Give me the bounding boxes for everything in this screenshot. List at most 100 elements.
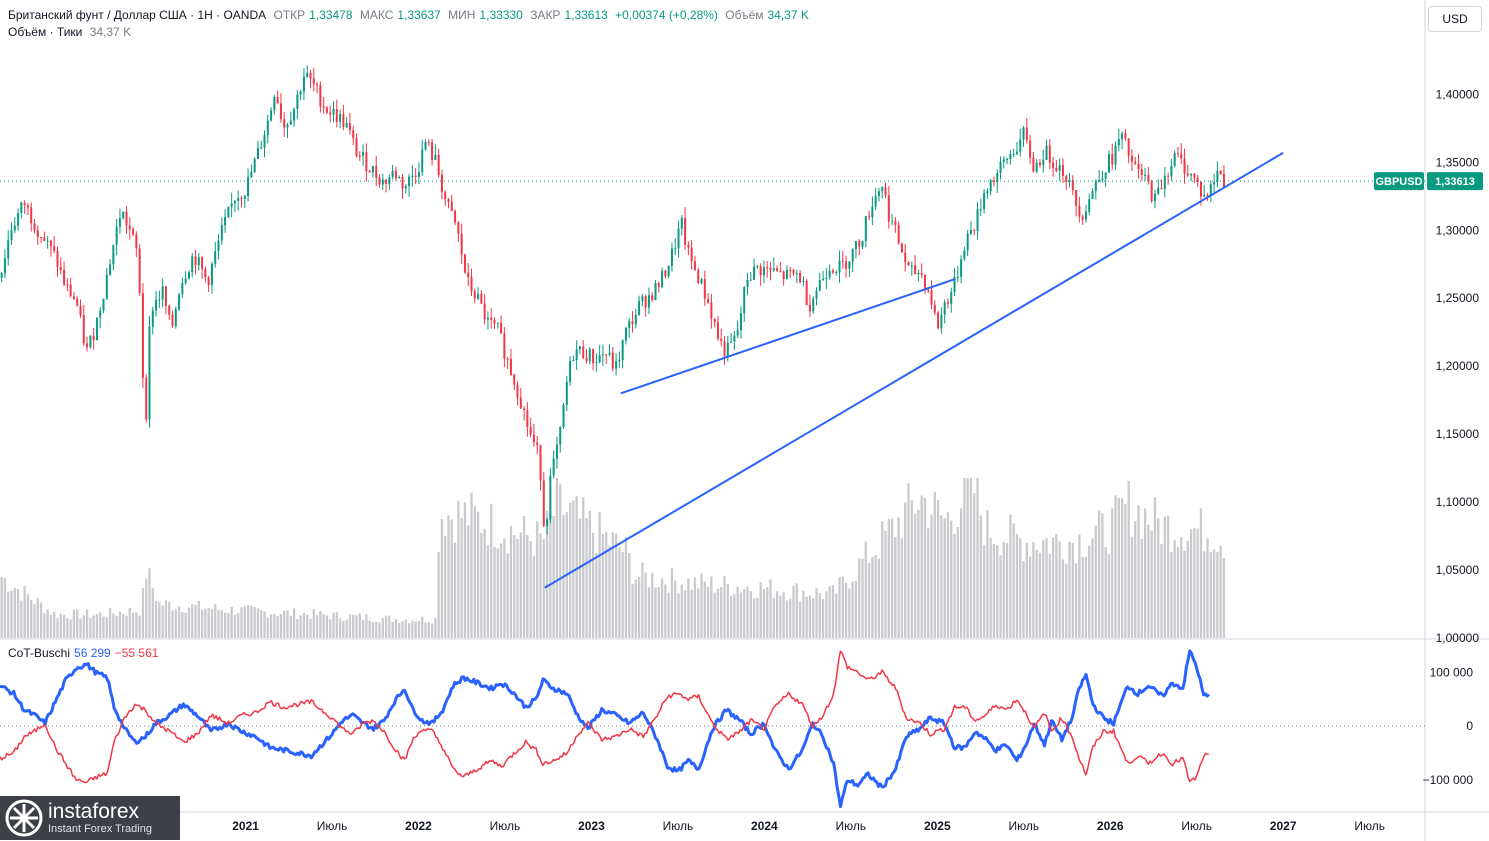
time-tick-label: 2026 <box>1097 819 1124 833</box>
candle-body <box>710 302 713 319</box>
candle-body <box>1075 190 1078 206</box>
volume-bar <box>651 572 654 638</box>
candle-body <box>1167 175 1170 177</box>
volume-bar <box>1111 508 1114 638</box>
volume-bar <box>733 594 736 638</box>
volume-bar <box>148 568 151 638</box>
volume-bar <box>131 612 135 638</box>
volume-bar <box>1032 542 1035 638</box>
volume-bar <box>230 606 233 638</box>
candle-body <box>256 147 259 159</box>
volume-bar <box>1051 537 1055 638</box>
volume-bar <box>1160 543 1163 638</box>
volume-bar <box>815 587 818 638</box>
volume-bar <box>256 608 260 638</box>
volume-bar <box>92 615 95 638</box>
candle-body <box>207 277 210 286</box>
volume-bar <box>1107 554 1111 638</box>
candle-body <box>992 180 995 183</box>
candle-body <box>444 192 447 200</box>
volume-bar <box>743 589 746 638</box>
volume-bar <box>1094 525 1097 638</box>
volume-bar <box>250 605 253 638</box>
candle-body <box>759 266 762 276</box>
volume-bar <box>923 497 927 638</box>
volume-bar <box>723 575 726 638</box>
candle-body <box>335 109 338 122</box>
volume-bar <box>545 510 549 638</box>
candle-body <box>923 274 926 290</box>
volume-bar <box>746 586 749 638</box>
candle-body <box>782 271 785 280</box>
candle-body <box>700 279 703 284</box>
candle-body <box>1045 145 1048 160</box>
candle-body <box>996 173 999 183</box>
time-tick-label: Июль <box>490 819 521 833</box>
volume-bar <box>828 586 831 638</box>
volume-bar <box>966 478 969 638</box>
candle-body <box>835 271 838 273</box>
candle-body <box>1015 151 1018 155</box>
candle-body <box>677 228 680 249</box>
candle-body <box>496 322 499 324</box>
candle-body <box>864 216 867 242</box>
volume-bar <box>411 620 414 638</box>
cot-tick-label: −100 000 <box>1423 773 1474 787</box>
candle-body <box>1091 190 1094 200</box>
volume-bar <box>775 591 779 638</box>
volume-bar <box>618 547 621 638</box>
volume-bar <box>191 604 194 638</box>
candle-body <box>151 310 154 327</box>
volume-bar <box>1065 563 1068 638</box>
candle-body <box>1032 157 1035 172</box>
volume-bar <box>720 587 723 638</box>
cot-red-line <box>0 650 1209 784</box>
candle-body <box>680 217 683 229</box>
volume-bar <box>480 532 483 638</box>
volume-bar <box>427 622 430 638</box>
volume-bar <box>605 531 608 638</box>
volume-bar <box>306 614 309 638</box>
candle-body <box>828 270 831 278</box>
currency-button[interactable]: USD <box>1428 6 1482 32</box>
volume-bar <box>841 576 844 638</box>
volume-bar <box>1137 505 1140 638</box>
volume-row-label: Объём · Тики <box>8 25 83 39</box>
volume-bar <box>710 576 713 638</box>
candle-body <box>1107 154 1110 173</box>
volume-legend: Объём · Тики 34,37 K <box>8 25 135 39</box>
volume-bar <box>414 621 417 638</box>
cot-red-value: −55 561 <box>114 646 159 660</box>
volume-bar <box>1203 551 1206 638</box>
candle-body <box>30 207 33 224</box>
volume-bar <box>141 588 145 638</box>
candle-body <box>1006 158 1009 160</box>
candle-body <box>79 306 82 316</box>
candle-body <box>746 279 749 288</box>
volume-bar <box>559 484 562 638</box>
candle-body <box>56 250 59 267</box>
volume-bar <box>319 610 322 638</box>
candle-body <box>7 239 10 259</box>
volume-bar <box>1150 530 1153 638</box>
candle-body <box>115 226 118 245</box>
volume-bar <box>243 606 246 638</box>
candle-body <box>454 210 457 223</box>
volume-bar <box>1048 553 1051 638</box>
candle-body <box>1170 165 1173 177</box>
volume-bar <box>467 525 470 638</box>
volume-bar <box>39 602 43 638</box>
volume-bar <box>1189 529 1193 638</box>
candle-body <box>1042 159 1045 165</box>
candle-body <box>414 175 417 177</box>
candle-body <box>158 299 161 301</box>
candle-body <box>733 335 736 342</box>
volume-bar <box>897 517 900 638</box>
candle-body <box>36 230 39 238</box>
volume-bar <box>821 598 825 638</box>
candle-body <box>713 318 716 323</box>
candle-body <box>1163 175 1166 189</box>
candle-body <box>132 229 135 235</box>
